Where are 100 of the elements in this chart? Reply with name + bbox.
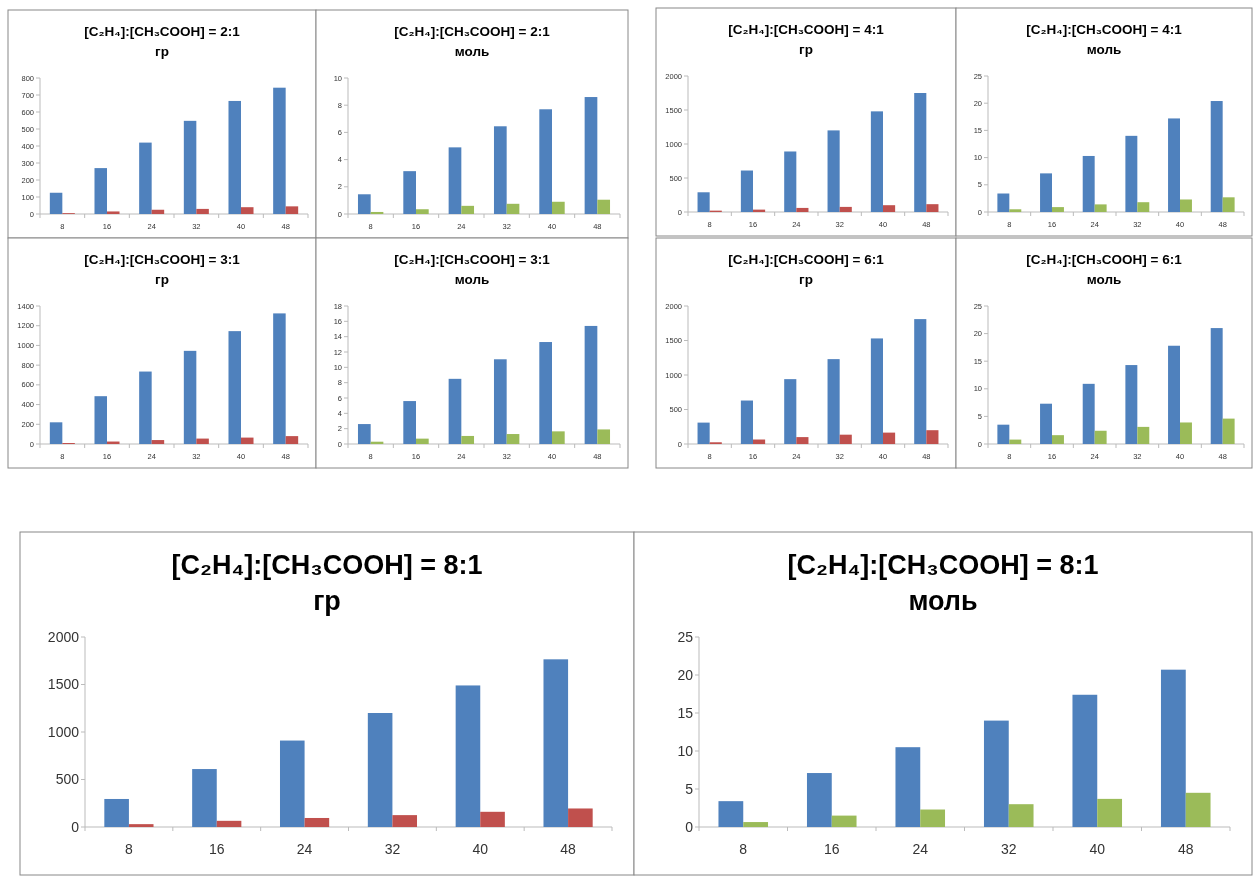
chart-title: [C₂H₄]:[CH₃COOH] = 6:1 — [728, 252, 885, 267]
bar — [1040, 403, 1052, 444]
bar — [784, 379, 797, 444]
bar — [196, 208, 209, 214]
y-tick-label: 15 — [677, 704, 694, 721]
bar — [216, 820, 242, 827]
bar — [839, 206, 852, 212]
x-tick-label: 40 — [472, 840, 489, 857]
bar — [1210, 328, 1223, 444]
y-tick-label: 0 — [685, 818, 694, 835]
bar — [597, 429, 611, 444]
chart-title: [C₂H₄]:[CH₃COOH] = 8:1 — [787, 550, 1099, 580]
bar — [192, 769, 217, 827]
y-tick-label: 1000 — [47, 723, 80, 740]
bar — [997, 193, 1010, 212]
bar — [568, 808, 593, 827]
bar — [285, 436, 299, 444]
bar — [128, 824, 154, 827]
bar — [94, 396, 107, 444]
bar — [506, 203, 520, 214]
bar — [827, 130, 840, 212]
bar — [506, 434, 520, 444]
bar — [539, 109, 552, 214]
chart-subtitle: моль — [908, 586, 978, 616]
bar — [493, 359, 507, 444]
bar — [883, 205, 896, 212]
bar — [1222, 197, 1235, 212]
bar — [895, 747, 921, 827]
bar — [493, 126, 507, 214]
bar — [983, 720, 1009, 827]
bar — [455, 685, 481, 827]
chart-subtitle: моль — [1086, 42, 1122, 57]
bar — [1180, 422, 1192, 444]
bar — [584, 97, 598, 214]
bar — [183, 350, 197, 444]
bar — [831, 815, 857, 827]
x-tick-label: 16 — [823, 840, 840, 857]
bar — [416, 209, 429, 214]
x-tick-label: 16 — [208, 840, 225, 857]
bar — [403, 401, 416, 444]
chart-title: [C₂H₄]:[CH₃COOH] = 3:1 — [394, 252, 551, 267]
chart-subtitle: гр — [799, 272, 813, 287]
bar — [1072, 694, 1098, 827]
bar — [552, 431, 565, 444]
chart-subtitle: гр — [313, 586, 341, 616]
chart-subtitle: гр — [799, 42, 813, 57]
bar — [49, 422, 63, 444]
chart-title: [C₂H₄]:[CH₃COOH] = 2:1 — [394, 24, 551, 39]
y-tick-label: 1500 — [47, 676, 80, 693]
bar — [718, 801, 744, 827]
bar — [1009, 209, 1022, 212]
y-tick-label: 25 — [677, 628, 694, 645]
chart-subtitle: гр — [155, 272, 169, 287]
bar — [273, 313, 286, 444]
bar — [1222, 418, 1235, 444]
bar — [914, 93, 927, 212]
bar — [1009, 439, 1022, 444]
bar — [827, 359, 840, 444]
chart-title: [C₂H₄]:[CH₃COOH] = 4:1 — [728, 22, 885, 37]
bar — [139, 142, 152, 214]
y-tick-label: 500 — [55, 771, 80, 788]
chart-title: [C₂H₄]:[CH₃COOH] = 6:1 — [1026, 252, 1183, 267]
bar — [480, 811, 505, 827]
bar — [539, 342, 552, 444]
bar — [1052, 207, 1064, 212]
bar — [448, 378, 462, 444]
bar — [228, 100, 241, 214]
x-tick-label: 48 — [560, 840, 577, 857]
bar — [1125, 135, 1138, 212]
y-tick-label: 2000 — [47, 628, 80, 645]
bar — [796, 207, 809, 212]
bar — [552, 201, 565, 214]
bar — [740, 170, 753, 212]
bar — [273, 87, 286, 214]
bar — [370, 211, 384, 214]
bar — [743, 822, 769, 827]
bar — [241, 437, 254, 444]
bar — [1185, 792, 1211, 827]
bar — [1008, 804, 1034, 827]
bar — [403, 171, 416, 214]
bar — [49, 192, 63, 214]
bar — [1137, 426, 1150, 444]
bar — [543, 659, 569, 827]
bar — [416, 438, 429, 444]
chart-subtitle: моль — [454, 44, 490, 59]
bar — [448, 147, 462, 214]
bar — [139, 371, 152, 444]
bar — [997, 424, 1010, 444]
bar — [151, 440, 165, 444]
x-tick-label: 8 — [739, 840, 748, 857]
chart-subtitle: гр — [155, 44, 169, 59]
bar — [1137, 202, 1150, 212]
bar — [183, 120, 197, 214]
bar — [1040, 173, 1052, 212]
bar — [1082, 383, 1095, 444]
bar — [697, 192, 710, 212]
bar — [461, 205, 475, 214]
bar — [1094, 430, 1107, 444]
bar — [104, 798, 129, 827]
bar — [926, 204, 939, 212]
